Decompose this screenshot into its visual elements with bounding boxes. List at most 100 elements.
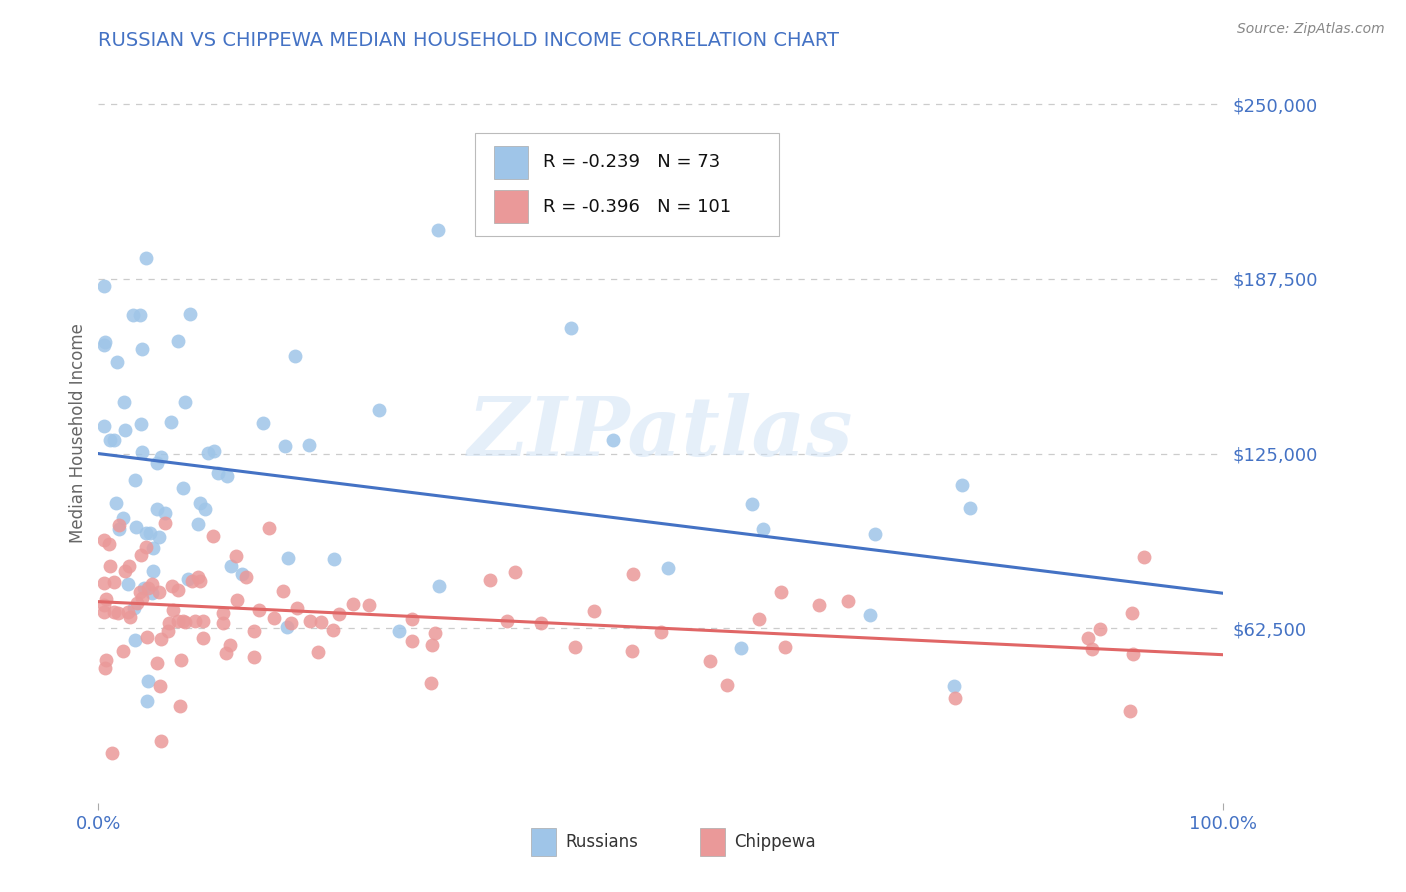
- Point: [131, 334, 153, 349]
- Point: [177, 453, 200, 467]
- Point: [150, 382, 173, 396]
- Point: [174, 530, 197, 544]
- Point: [172, 614, 194, 628]
- Point: [180, 574, 202, 589]
- Point: [943, 690, 966, 705]
- Point: [93, 533, 115, 548]
- Text: RUSSIAN VS CHIPPEWA MEDIAN HOUSEHOLD INCOME CORRELATION CHART: RUSSIAN VS CHIPPEWA MEDIAN HOUSEHOLD INC…: [98, 30, 839, 50]
- Text: Russians: Russians: [565, 833, 638, 851]
- Point: [191, 614, 214, 628]
- Point: [93, 456, 115, 470]
- Point: [183, 614, 205, 628]
- Point: [657, 494, 679, 508]
- Point: [187, 570, 209, 584]
- Point: [620, 644, 643, 658]
- Point: [103, 575, 125, 590]
- Point: [96, 653, 118, 667]
- Point: [138, 223, 160, 237]
- Point: [174, 615, 197, 629]
- Point: [93, 525, 115, 540]
- Point: [108, 518, 131, 533]
- Point: [179, 450, 201, 465]
- Bar: [495, 190, 529, 224]
- Point: [114, 564, 136, 578]
- Point: [207, 558, 229, 572]
- Point: [159, 588, 181, 602]
- Point: [135, 540, 157, 554]
- FancyBboxPatch shape: [475, 133, 779, 236]
- Point: [298, 599, 321, 613]
- Point: [157, 616, 180, 631]
- Point: [135, 455, 157, 469]
- Point: [299, 615, 322, 629]
- Text: R = -0.396   N = 101: R = -0.396 N = 101: [543, 198, 731, 216]
- Point: [243, 624, 266, 638]
- Point: [235, 570, 257, 584]
- Bar: [531, 828, 557, 856]
- Point: [699, 655, 721, 669]
- Point: [427, 573, 450, 587]
- Point: [114, 493, 136, 508]
- Point: [769, 585, 792, 599]
- Point: [367, 450, 389, 464]
- Point: [401, 633, 423, 648]
- Text: R = -0.239   N = 73: R = -0.239 N = 73: [543, 153, 720, 171]
- Point: [503, 565, 526, 579]
- Point: [215, 467, 238, 482]
- Point: [221, 318, 243, 333]
- Point: [583, 604, 606, 618]
- Point: [1081, 641, 1104, 656]
- Point: [155, 516, 177, 531]
- Point: [150, 734, 173, 748]
- Point: [166, 615, 188, 629]
- Point: [135, 502, 157, 516]
- Point: [401, 612, 423, 626]
- Point: [141, 576, 163, 591]
- Point: [117, 605, 139, 619]
- Point: [131, 417, 153, 431]
- Point: [112, 644, 135, 658]
- Point: [263, 611, 285, 625]
- Point: [124, 428, 146, 442]
- Point: [730, 443, 752, 458]
- Point: [146, 657, 169, 671]
- Point: [1121, 607, 1143, 621]
- Point: [621, 566, 644, 581]
- Y-axis label: Median Household Income: Median Household Income: [69, 323, 87, 542]
- Point: [271, 583, 294, 598]
- Point: [274, 506, 297, 520]
- Point: [752, 488, 775, 502]
- Bar: [495, 145, 529, 179]
- Point: [93, 576, 115, 591]
- Point: [172, 698, 194, 712]
- Point: [148, 679, 170, 693]
- Point: [127, 595, 149, 609]
- Point: [191, 632, 214, 646]
- Point: [284, 425, 307, 440]
- Point: [98, 433, 121, 447]
- Point: [155, 307, 177, 321]
- Point: [420, 638, 443, 652]
- Point: [564, 640, 586, 654]
- Point: [212, 615, 235, 630]
- Point: [1133, 549, 1156, 564]
- Point: [120, 610, 142, 624]
- Point: [277, 359, 299, 373]
- Point: [748, 612, 770, 626]
- Point: [121, 307, 143, 321]
- Point: [142, 564, 165, 578]
- Point: [243, 649, 266, 664]
- Point: [166, 401, 188, 415]
- Point: [105, 510, 128, 524]
- Point: [212, 606, 235, 620]
- Point: [93, 599, 115, 613]
- Point: [1076, 631, 1098, 645]
- Point: [276, 543, 298, 558]
- Point: [419, 676, 441, 690]
- Point: [194, 610, 217, 624]
- Point: [307, 645, 329, 659]
- Point: [169, 698, 191, 713]
- Point: [145, 251, 167, 265]
- Point: [388, 349, 411, 363]
- Point: [187, 680, 209, 694]
